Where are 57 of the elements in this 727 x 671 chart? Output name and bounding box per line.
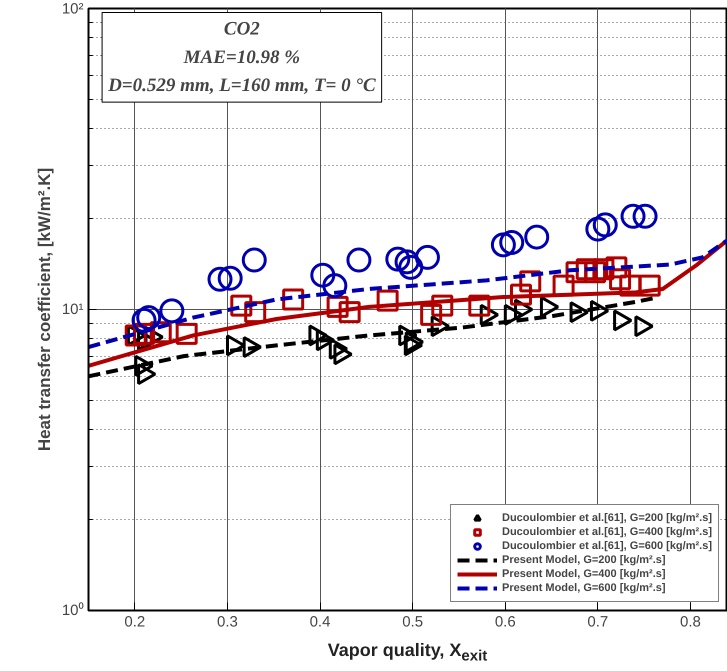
point xyxy=(609,268,632,290)
point xyxy=(218,266,243,291)
point xyxy=(159,298,184,324)
point xyxy=(242,248,267,273)
point xyxy=(638,274,661,297)
point xyxy=(519,270,542,292)
legend-label: Ducoulombier et al.[61], G=600 [kg/m².s] xyxy=(502,539,712,553)
x-tick-label: 0.5 xyxy=(402,614,424,630)
point xyxy=(322,273,348,298)
point xyxy=(620,204,646,229)
legend-label: Ducoulombier et al.[61], G=200 [kg/m².s] xyxy=(502,511,712,525)
point xyxy=(132,308,157,333)
annotation: CO2 xyxy=(224,18,260,40)
x-tick-label: 0.7 xyxy=(587,614,608,630)
point xyxy=(310,262,336,288)
annotation: D=0.529 mm, L=160 mm, T= 0 °C xyxy=(107,75,376,96)
point xyxy=(176,322,198,345)
point xyxy=(592,258,614,280)
x-tick-label: 0.6 xyxy=(494,614,516,630)
point xyxy=(338,301,361,324)
point xyxy=(385,246,410,272)
point xyxy=(510,284,532,306)
point xyxy=(592,212,618,238)
legend-label: Ducoulombier et al.[61], G=400 [kg/m².s] xyxy=(502,525,712,539)
point xyxy=(566,261,588,284)
annotation: MAE=10.98 % xyxy=(182,46,300,68)
point xyxy=(282,288,304,310)
point xyxy=(619,274,642,297)
x-tick-label: 0.8 xyxy=(680,614,701,630)
y-tick-label: 10¹ xyxy=(62,301,84,318)
point xyxy=(208,266,233,292)
point xyxy=(346,248,372,273)
point xyxy=(632,204,658,229)
point xyxy=(414,244,440,270)
legend-label: Present Model, G=600 [kg/m².s] xyxy=(502,581,666,595)
x-tick-label: 0.2 xyxy=(124,614,146,630)
y-axis-title: Heat transfer coefficient, [kW/m².K] xyxy=(34,168,54,452)
point xyxy=(420,304,442,326)
x-tick-label: 0.4 xyxy=(310,614,330,630)
point xyxy=(376,290,399,312)
x-tick-label: 0.3 xyxy=(216,614,238,630)
point xyxy=(431,294,454,317)
point xyxy=(585,216,610,242)
y-tick-label: 10⁰ xyxy=(62,602,84,619)
point xyxy=(398,254,424,280)
point xyxy=(576,258,598,280)
point xyxy=(468,294,490,317)
point xyxy=(394,249,420,274)
point xyxy=(490,232,516,258)
x-axis-title: Vapor quality, X$_{exit}$ xyxy=(326,639,488,667)
point xyxy=(524,224,550,250)
legend-label: Present Model, G=200 [kg/m².s] xyxy=(502,553,666,567)
point xyxy=(499,230,524,255)
point xyxy=(584,261,606,284)
legend-label: Present Model, G=400 [kg/m².s] xyxy=(502,567,666,581)
y-tick-label: 10² xyxy=(62,0,84,18)
point xyxy=(136,305,162,330)
